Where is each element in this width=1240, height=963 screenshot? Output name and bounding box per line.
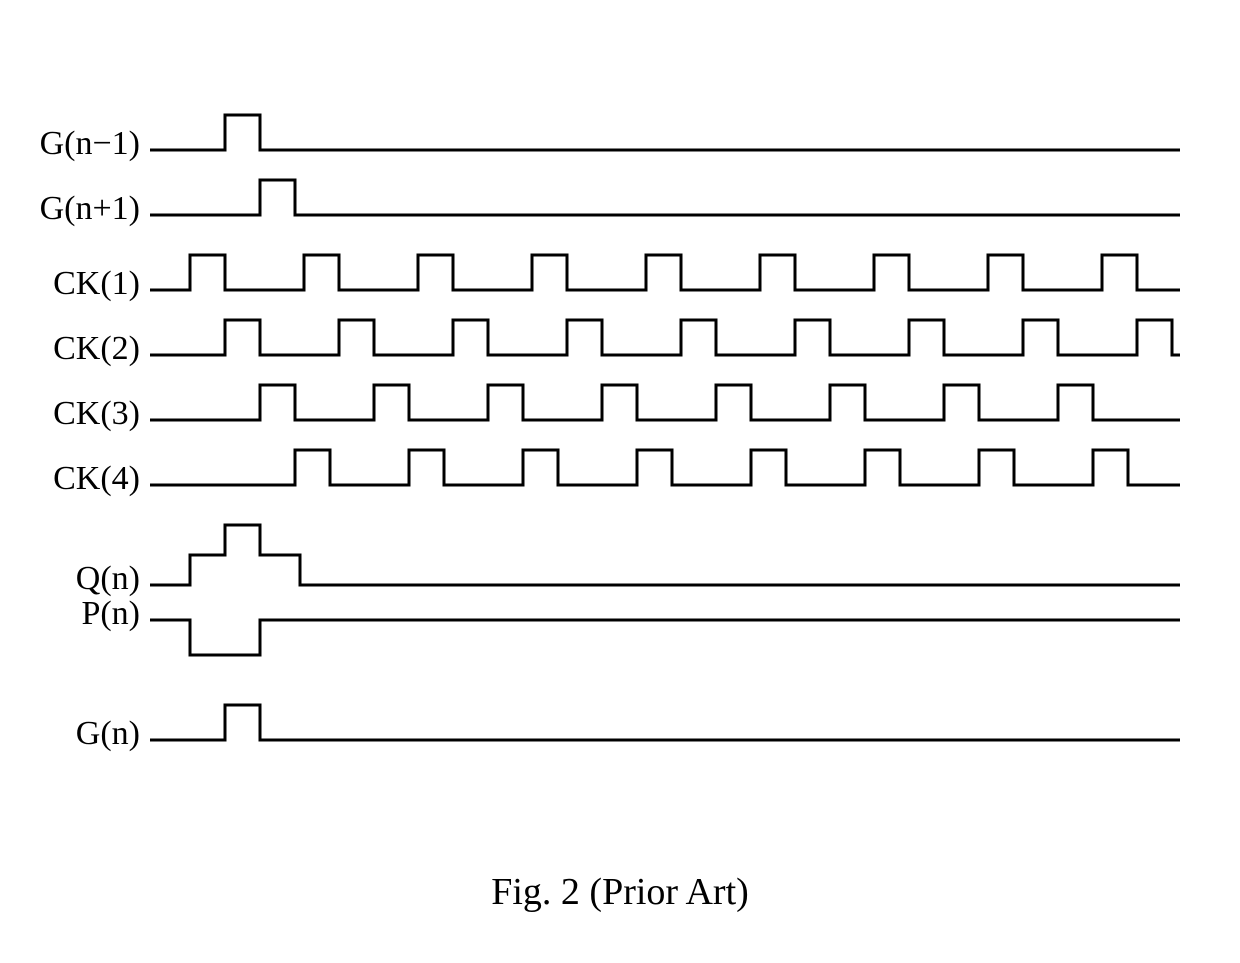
label-q-n: Q(n) [76, 560, 140, 598]
label-g-n-minus-1: G(n−1) [40, 125, 140, 163]
label-ck-4: CK(4) [53, 460, 140, 498]
label-p-n: P(n) [81, 595, 140, 633]
label-g-n-plus-1: G(n+1) [40, 190, 140, 228]
timing-diagram-container: G(n−1) G(n+1) CK(1) CK(2) CK(3) CK(4) Q(n)P(n)… [0, 0, 1240, 963]
wave-ck-1 [150, 255, 1180, 290]
wave-p-n [150, 620, 1180, 655]
wave-g-n-minus-1 [150, 115, 1180, 150]
wave-g-n-plus-1 [150, 180, 1180, 215]
label-ck-2: CK(2) [53, 330, 140, 368]
wave-ck-4 [150, 450, 1180, 485]
label-ck-1: CK(1) [53, 265, 140, 303]
timing-waveforms-svg [0, 0, 1240, 963]
label-ck-3: CK(3) [53, 395, 140, 433]
wave-g-n [150, 705, 1180, 740]
figure-caption: Fig. 2 (Prior Art) [0, 870, 1240, 914]
wave-q-n [150, 525, 1180, 585]
wave-ck-3 [150, 385, 1180, 420]
wave-ck-2 [150, 320, 1180, 355]
label-g-n: G(n) [76, 715, 140, 753]
